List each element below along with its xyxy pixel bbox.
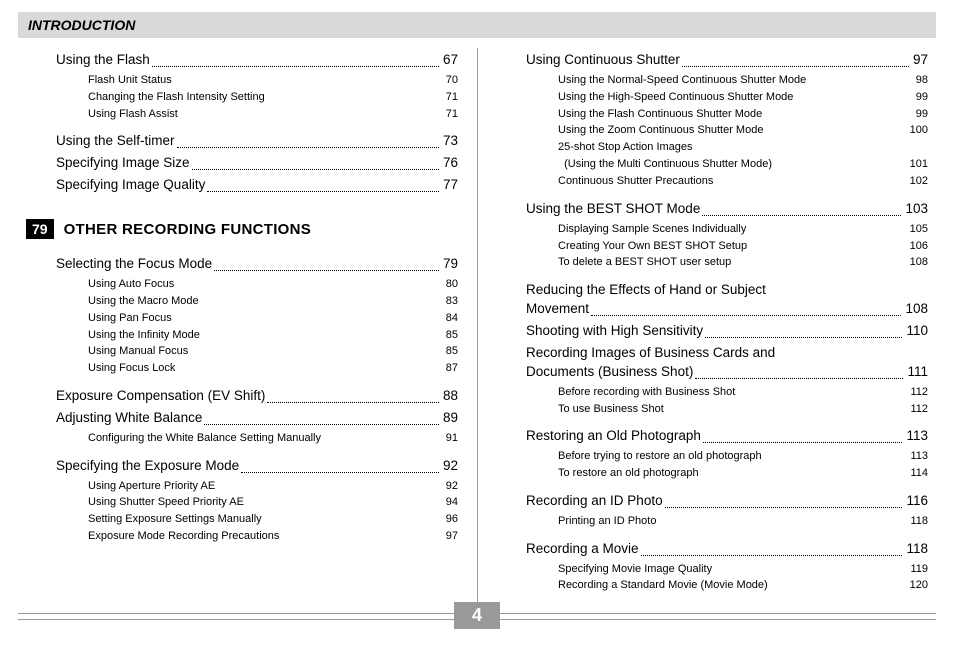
toc-subentry: Using the Flash Continuous Shutter Mode9… xyxy=(496,107,928,122)
toc-entry: Recording a Movie 118 xyxy=(496,540,928,559)
toc-entry: Adjusting White Balance 89 xyxy=(26,409,458,428)
toc-subentry: Recording a Standard Movie (Movie Mode)1… xyxy=(496,578,928,593)
page-footer: 4 xyxy=(18,602,936,632)
toc-entry: Specifying Image Quality 77 xyxy=(26,176,458,195)
toc-subentry: Using the Normal-Speed Continuous Shutte… xyxy=(496,73,928,88)
toc-subentry: Using Manual Focus85 xyxy=(26,344,458,359)
toc-subentry: Using the Zoom Continuous Shutter Mode10… xyxy=(496,123,928,138)
toc-entry: Using the Self-timer 73 xyxy=(26,132,458,151)
toc-entry: Recording an ID Photo 116 xyxy=(496,492,928,511)
toc-entry: Selecting the Focus Mode 79 xyxy=(26,255,458,274)
toc-subentry: Creating Your Own BEST SHOT Setup106 xyxy=(496,239,928,254)
toc-subentry: To use Business Shot112 xyxy=(496,402,928,417)
toc-subentry: Using Shutter Speed Priority AE94 xyxy=(26,495,458,510)
toc-entry: Specifying the Exposure Mode 92 xyxy=(26,457,458,476)
toc-subentry: Specifying Movie Image Quality119 xyxy=(496,562,928,577)
toc-entry: Specifying Image Size 76 xyxy=(26,154,458,173)
column-divider xyxy=(477,48,478,606)
toc-subentry: Using Pan Focus84 xyxy=(26,311,458,326)
toc-entry: Using the BEST SHOT Mode 103 xyxy=(496,200,928,219)
toc-subentry: Exposure Mode Recording Precautions97 xyxy=(26,529,458,544)
toc-subentry: Using the Infinity Mode85 xyxy=(26,328,458,343)
toc-entry: Shooting with High Sensitivity 110 xyxy=(496,322,928,341)
toc-entry: Reducing the Effects of Hand or Subject … xyxy=(496,281,928,319)
toc-subentry: Continuous Shutter Precautions102 xyxy=(496,174,928,189)
toc-entry: Recording Images of Business Cards and D… xyxy=(496,344,928,382)
section-title: OTHER RECORDING FUNCTIONS xyxy=(64,221,312,238)
toc-subentry: Using the Macro Mode83 xyxy=(26,294,458,309)
toc-subentry: Using Auto Focus80 xyxy=(26,277,458,292)
toc-subentry: To restore an old photograph114 xyxy=(496,466,928,481)
toc-subentry: To delete a BEST SHOT user setup108 xyxy=(496,255,928,270)
page-header: INTRODUCTION xyxy=(18,12,936,38)
toc-entry: Restoring an Old Photograph 113 xyxy=(496,427,928,446)
toc-subentry: Before trying to restore an old photogra… xyxy=(496,449,928,464)
toc-subentry: Using Aperture Priority AE92 xyxy=(26,479,458,494)
page-number: 4 xyxy=(454,602,500,629)
section-head: 79 OTHER RECORDING FUNCTIONS xyxy=(26,219,458,239)
toc-subentry: Using Flash Assist71 xyxy=(26,107,458,122)
toc-subentry: 25-shot Stop Action Images xyxy=(496,140,928,155)
toc-subentry: (Using the Multi Continuous Shutter Mode… xyxy=(496,157,928,172)
left-column: Using the Flash 67 Flash Unit Status70 C… xyxy=(18,48,466,596)
right-column: Using Continuous Shutter 97 Using the No… xyxy=(488,48,936,596)
toc-subentry: Setting Exposure Settings Manually96 xyxy=(26,512,458,527)
toc-subentry: Printing an ID Photo118 xyxy=(496,514,928,529)
toc-subentry: Displaying Sample Scenes Individually105 xyxy=(496,222,928,237)
toc-subentry: Configuring the White Balance Setting Ma… xyxy=(26,431,458,446)
toc-subentry: Before recording with Business Shot112 xyxy=(496,385,928,400)
toc-subentry: Changing the Flash Intensity Setting71 xyxy=(26,90,458,105)
toc-entry: Using the Flash 67 xyxy=(26,51,458,70)
toc-subentry: Using Focus Lock87 xyxy=(26,361,458,376)
section-number: 79 xyxy=(26,219,54,239)
toc-entry: Using Continuous Shutter 97 xyxy=(496,51,928,70)
toc-entry: Exposure Compensation (EV Shift) 88 xyxy=(26,387,458,406)
toc-subentry: Flash Unit Status70 xyxy=(26,73,458,88)
toc-subentry: Using the High-Speed Continuous Shutter … xyxy=(496,90,928,105)
